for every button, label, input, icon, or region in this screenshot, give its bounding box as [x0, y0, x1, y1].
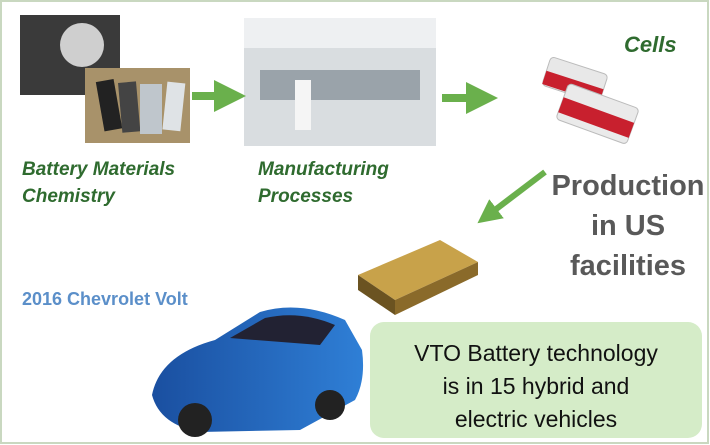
node-label: Battery Materials [22, 159, 175, 180]
node-label: facilities [570, 250, 686, 282]
callout-text: electric vehicles [455, 406, 617, 432]
callout-text: is in 15 hybrid and [443, 373, 630, 399]
node-label: Production [551, 170, 704, 202]
node-label: Cells [624, 32, 677, 57]
node-label: Manufacturing [258, 159, 389, 180]
arrow [477, 169, 547, 224]
lab-bench [260, 70, 420, 100]
sheets [95, 78, 186, 134]
node-label: Chemistry [22, 186, 116, 207]
cells-image [542, 57, 639, 144]
callout-text: VTO Battery technology [414, 340, 658, 366]
lab-worker [295, 80, 311, 130]
node-label: in US [591, 210, 665, 242]
lab-ceiling [244, 18, 436, 48]
callout-box [370, 322, 702, 438]
car-image [152, 307, 364, 437]
node-label: 2016 Chevrolet Volt [22, 289, 188, 309]
particle [60, 23, 104, 67]
node-label: Processes [258, 186, 353, 207]
battery-pack [358, 240, 478, 315]
